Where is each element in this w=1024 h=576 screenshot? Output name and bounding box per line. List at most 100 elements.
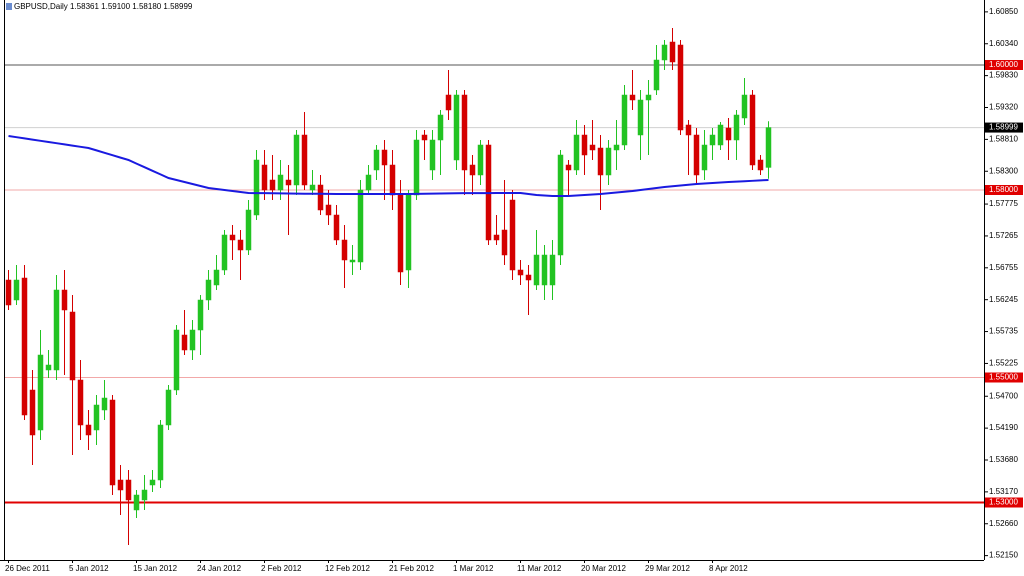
candle-body xyxy=(765,127,772,168)
candle-body xyxy=(453,94,460,161)
candle-body xyxy=(581,134,588,156)
y-tick-label: 1.54700 xyxy=(989,391,1018,400)
level-label: 1.58999 xyxy=(989,123,1018,132)
candle-body xyxy=(349,259,356,263)
candle-body xyxy=(437,114,444,141)
candle-body xyxy=(117,479,124,491)
y-tick-label: 1.59830 xyxy=(989,71,1018,80)
candle-body xyxy=(533,254,540,286)
candle-body xyxy=(709,134,716,146)
candle-body xyxy=(277,174,284,191)
level-label-box xyxy=(985,122,1023,133)
y-tick-label: 1.53170 xyxy=(989,487,1018,496)
candle-body xyxy=(229,234,236,241)
candle-body xyxy=(501,229,508,256)
candle-body xyxy=(141,489,148,501)
candle-body xyxy=(621,94,628,146)
candle-body xyxy=(181,334,188,351)
candle-body xyxy=(725,127,732,141)
candle-body xyxy=(29,389,36,436)
candle-body xyxy=(205,279,212,301)
x-tick-label: 5 Jan 2012 xyxy=(69,564,109,573)
candle-body xyxy=(589,144,596,151)
y-tick-label: 1.56245 xyxy=(989,295,1018,304)
candle-body xyxy=(669,41,676,63)
candle-body xyxy=(37,354,44,431)
candle-body xyxy=(357,189,364,263)
level-label-box xyxy=(985,497,1023,508)
chart-title: GBPUSD,Daily 1.58361 1.59100 1.58180 1.5… xyxy=(14,2,193,11)
y-tick-label: 1.58810 xyxy=(989,134,1018,143)
candle-body xyxy=(61,289,68,311)
candle-body xyxy=(717,124,724,146)
candle-body xyxy=(149,479,156,486)
candle-body xyxy=(749,94,756,166)
candle-body xyxy=(613,144,620,151)
candle-body xyxy=(573,134,580,171)
level-label: 1.53000 xyxy=(989,498,1018,507)
candle-body xyxy=(637,99,644,136)
candle-body xyxy=(285,179,292,186)
y-tick-label: 1.56755 xyxy=(989,263,1018,272)
y-tick-label: 1.52660 xyxy=(989,519,1018,528)
candle-body xyxy=(5,279,12,306)
x-tick-label: 2 Feb 2012 xyxy=(261,564,302,573)
candle-body xyxy=(701,144,708,171)
candle-body xyxy=(549,254,556,286)
x-tick-label: 20 Mar 2012 xyxy=(581,564,626,573)
candle-body xyxy=(373,149,380,171)
candle-body xyxy=(653,59,660,91)
candle-body xyxy=(133,494,140,511)
candle-body xyxy=(541,254,548,286)
candle-body xyxy=(293,134,300,186)
candle-body xyxy=(389,164,396,196)
y-tick-label: 1.59320 xyxy=(989,103,1018,112)
candle-body xyxy=(733,114,740,141)
candle-body xyxy=(269,179,276,191)
candle-body xyxy=(45,364,52,371)
x-tick-label: 29 Mar 2012 xyxy=(645,564,690,573)
candle-body xyxy=(69,311,76,381)
candle-body xyxy=(53,289,60,371)
candle-body xyxy=(445,94,452,111)
candle-body xyxy=(237,239,244,251)
candle-body xyxy=(173,329,180,391)
candle-body xyxy=(189,329,196,351)
candle-body xyxy=(693,134,700,176)
candle-body xyxy=(197,299,204,331)
candle-body xyxy=(605,147,612,176)
candle-body xyxy=(21,277,28,416)
candle-body xyxy=(157,424,164,481)
candle-body xyxy=(13,279,20,301)
y-tick-label: 1.58300 xyxy=(989,166,1018,175)
candle-body xyxy=(757,159,764,171)
candle-body xyxy=(85,424,92,436)
candle-body xyxy=(413,139,420,196)
candle-body xyxy=(429,139,436,171)
candle-body xyxy=(309,184,316,191)
x-tick-label: 11 Mar 2012 xyxy=(517,564,562,573)
candle-body xyxy=(213,269,220,286)
x-tick-label: 15 Jan 2012 xyxy=(133,564,178,573)
candle-body xyxy=(333,214,340,241)
level-label: 1.58000 xyxy=(989,185,1018,194)
candle-body xyxy=(461,94,468,171)
candle-body xyxy=(509,199,516,271)
candle-body xyxy=(661,44,668,61)
candle-body xyxy=(421,134,428,141)
candle-body xyxy=(597,147,604,176)
candle-body xyxy=(493,234,500,241)
level-label-box xyxy=(985,372,1023,383)
y-tick-label: 1.60850 xyxy=(989,7,1018,16)
candle-body xyxy=(125,479,132,501)
candle-body xyxy=(741,94,748,119)
y-tick-label: 1.57265 xyxy=(989,231,1018,240)
candle-body xyxy=(245,209,252,251)
x-tick-label: 21 Feb 2012 xyxy=(389,564,434,573)
moving-average xyxy=(8,135,769,197)
candle-body xyxy=(341,239,348,261)
y-tick-label: 1.60340 xyxy=(989,39,1018,48)
candle-body xyxy=(261,164,268,191)
